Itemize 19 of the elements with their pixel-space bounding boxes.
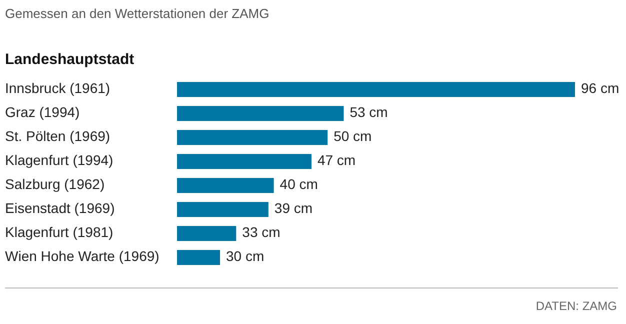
data-label: 40 cm — [280, 176, 318, 192]
data-label: 30 cm — [226, 248, 264, 264]
data-label: 47 cm — [317, 152, 356, 168]
y-tick-label: Klagenfurt (1994) — [5, 152, 114, 168]
data-label: 33 cm — [242, 224, 280, 240]
chart-title: Gemessen an den Wetterstationen der ZAMG — [5, 6, 270, 21]
y-axis-title: Landeshauptstadt — [5, 51, 134, 68]
data-label: 96 cm — [581, 80, 620, 96]
y-tick-label: Wien Hohe Warte (1969) — [5, 248, 160, 264]
data-label: 39 cm — [274, 200, 313, 216]
data-label: 50 cm — [334, 128, 372, 144]
y-tick-label: Salzburg (1962) — [5, 176, 105, 192]
y-tick-label: St. Pölten (1969) — [5, 128, 110, 144]
data-label: 53 cm — [350, 104, 388, 120]
text: DATEN: ZAMG — [536, 299, 617, 313]
y-tick-label: Graz (1994) — [5, 104, 80, 120]
y-tick-label: Eisenstadt (1969) — [5, 200, 115, 216]
y-tick-label: Innsbruck (1961) — [5, 80, 110, 96]
y-tick-label: Klagenfurt (1981) — [5, 224, 114, 240]
